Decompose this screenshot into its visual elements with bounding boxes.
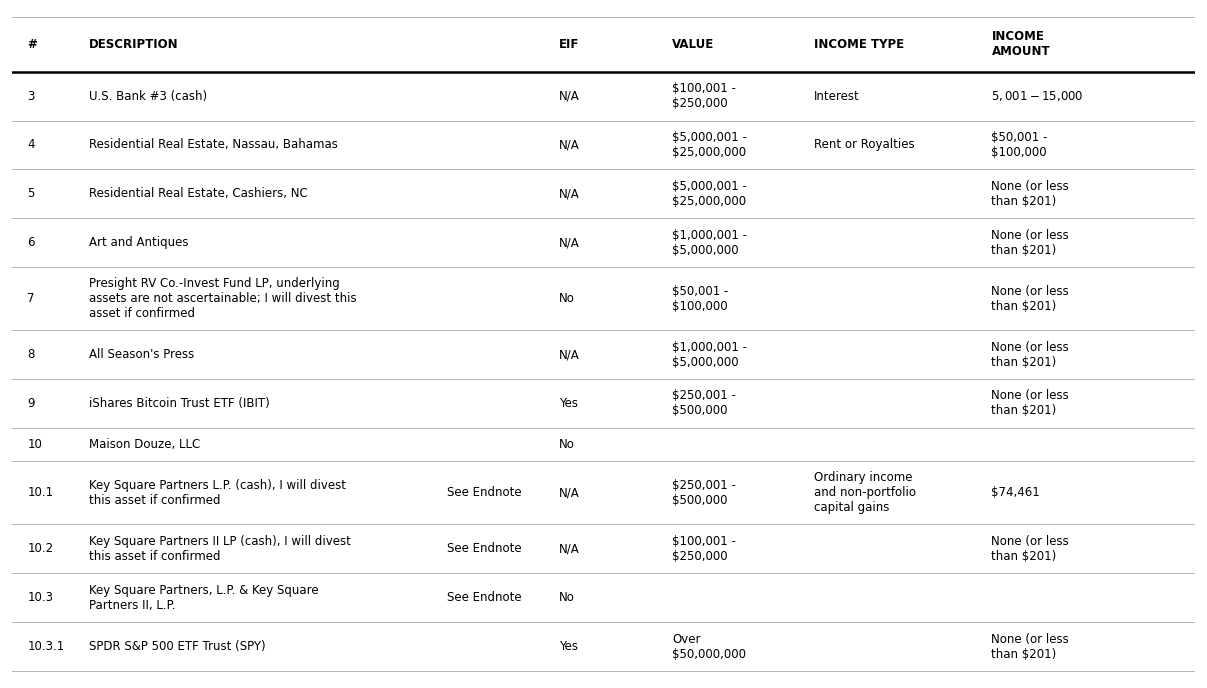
Text: U.S. Bank #3 (cash): U.S. Bank #3 (cash) [89, 89, 208, 103]
Text: INCOME
AMOUNT: INCOME AMOUNT [991, 30, 1050, 58]
Text: No: No [559, 591, 575, 604]
Text: 10: 10 [28, 438, 42, 451]
Text: Ordinary income
and non-portfolio
capital gains: Ordinary income and non-portfolio capita… [814, 471, 916, 515]
Text: All Season's Press: All Season's Press [89, 348, 194, 361]
Text: Residential Real Estate, Cashiers, NC: Residential Real Estate, Cashiers, NC [89, 187, 308, 200]
Text: $5,000,001 -
$25,000,000: $5,000,001 - $25,000,000 [672, 180, 747, 208]
Text: None (or less
than $201): None (or less than $201) [991, 285, 1069, 312]
Text: 3: 3 [28, 89, 35, 103]
Text: None (or less
than $201): None (or less than $201) [991, 389, 1069, 418]
Text: N/A: N/A [559, 542, 579, 555]
Text: See Endnote: See Endnote [448, 542, 521, 555]
Text: 5: 5 [28, 187, 35, 200]
Text: 7: 7 [28, 292, 35, 305]
Text: Over
$50,000,000: Over $50,000,000 [672, 632, 746, 660]
Text: See Endnote: See Endnote [448, 591, 521, 604]
Text: 9: 9 [28, 397, 35, 410]
Text: No: No [559, 438, 575, 451]
Text: Maison Douze, LLC: Maison Douze, LLC [89, 438, 200, 451]
Text: Rent or Royalties: Rent or Royalties [814, 138, 915, 151]
Text: Presight RV Co.-Invest Fund LP, underlying
assets are not ascertainable; I will : Presight RV Co.-Invest Fund LP, underlyi… [89, 277, 356, 320]
Text: $1,000,001 -
$5,000,000: $1,000,001 - $5,000,000 [672, 341, 747, 369]
Text: Yes: Yes [559, 640, 578, 653]
Text: See Endnote: See Endnote [448, 486, 521, 499]
Text: N/A: N/A [559, 348, 579, 361]
Text: 10.3: 10.3 [28, 591, 53, 604]
Text: Key Square Partners II LP (cash), I will divest
this asset if confirmed: Key Square Partners II LP (cash), I will… [89, 535, 351, 563]
Text: #: # [28, 38, 37, 51]
Text: Interest: Interest [814, 89, 859, 103]
Text: 10.3.1: 10.3.1 [28, 640, 65, 653]
Text: $5,001 - $15,000: $5,001 - $15,000 [991, 89, 1084, 103]
Text: N/A: N/A [559, 138, 579, 151]
Text: None (or less
than $201): None (or less than $201) [991, 180, 1069, 208]
Text: N/A: N/A [559, 89, 579, 103]
Text: $1,000,001 -
$5,000,000: $1,000,001 - $5,000,000 [672, 228, 747, 257]
Text: Residential Real Estate, Nassau, Bahamas: Residential Real Estate, Nassau, Bahamas [89, 138, 338, 151]
Text: Yes: Yes [559, 397, 578, 410]
Text: 10.2: 10.2 [28, 542, 53, 555]
Text: $250,001 -
$500,000: $250,001 - $500,000 [672, 479, 736, 507]
Text: $250,001 -
$500,000: $250,001 - $500,000 [672, 389, 736, 418]
Text: VALUE: VALUE [672, 38, 715, 51]
Text: $74,461: $74,461 [991, 486, 1040, 499]
Text: Art and Antiques: Art and Antiques [89, 236, 188, 249]
Text: SPDR S&P 500 ETF Trust (SPY): SPDR S&P 500 ETF Trust (SPY) [89, 640, 266, 653]
Text: $100,001 -
$250,000: $100,001 - $250,000 [672, 535, 736, 563]
Text: 6: 6 [28, 236, 35, 249]
Text: None (or less
than $201): None (or less than $201) [991, 535, 1069, 563]
Text: 8: 8 [28, 348, 35, 361]
Text: None (or less
than $201): None (or less than $201) [991, 632, 1069, 660]
Text: None (or less
than $201): None (or less than $201) [991, 341, 1069, 369]
Text: $50,001 -
$100,000: $50,001 - $100,000 [991, 131, 1048, 159]
Text: No: No [559, 292, 575, 305]
Text: INCOME TYPE: INCOME TYPE [814, 38, 904, 51]
Text: N/A: N/A [559, 187, 579, 200]
Text: $100,001 -
$250,000: $100,001 - $250,000 [672, 82, 736, 110]
Text: None (or less
than $201): None (or less than $201) [991, 228, 1069, 257]
Text: 10.1: 10.1 [28, 486, 53, 499]
Text: Key Square Partners L.P. (cash), I will divest
this asset if confirmed: Key Square Partners L.P. (cash), I will … [89, 479, 346, 507]
Text: DESCRIPTION: DESCRIPTION [89, 38, 179, 51]
Text: $50,001 -
$100,000: $50,001 - $100,000 [672, 285, 729, 312]
Text: $5,000,001 -
$25,000,000: $5,000,001 - $25,000,000 [672, 131, 747, 159]
Text: Key Square Partners, L.P. & Key Square
Partners II, L.P.: Key Square Partners, L.P. & Key Square P… [89, 583, 319, 612]
Text: EIF: EIF [559, 38, 579, 51]
Text: N/A: N/A [559, 486, 579, 499]
Text: iShares Bitcoin Trust ETF (IBIT): iShares Bitcoin Trust ETF (IBIT) [89, 397, 269, 410]
Text: N/A: N/A [559, 236, 579, 249]
Text: 4: 4 [28, 138, 35, 151]
